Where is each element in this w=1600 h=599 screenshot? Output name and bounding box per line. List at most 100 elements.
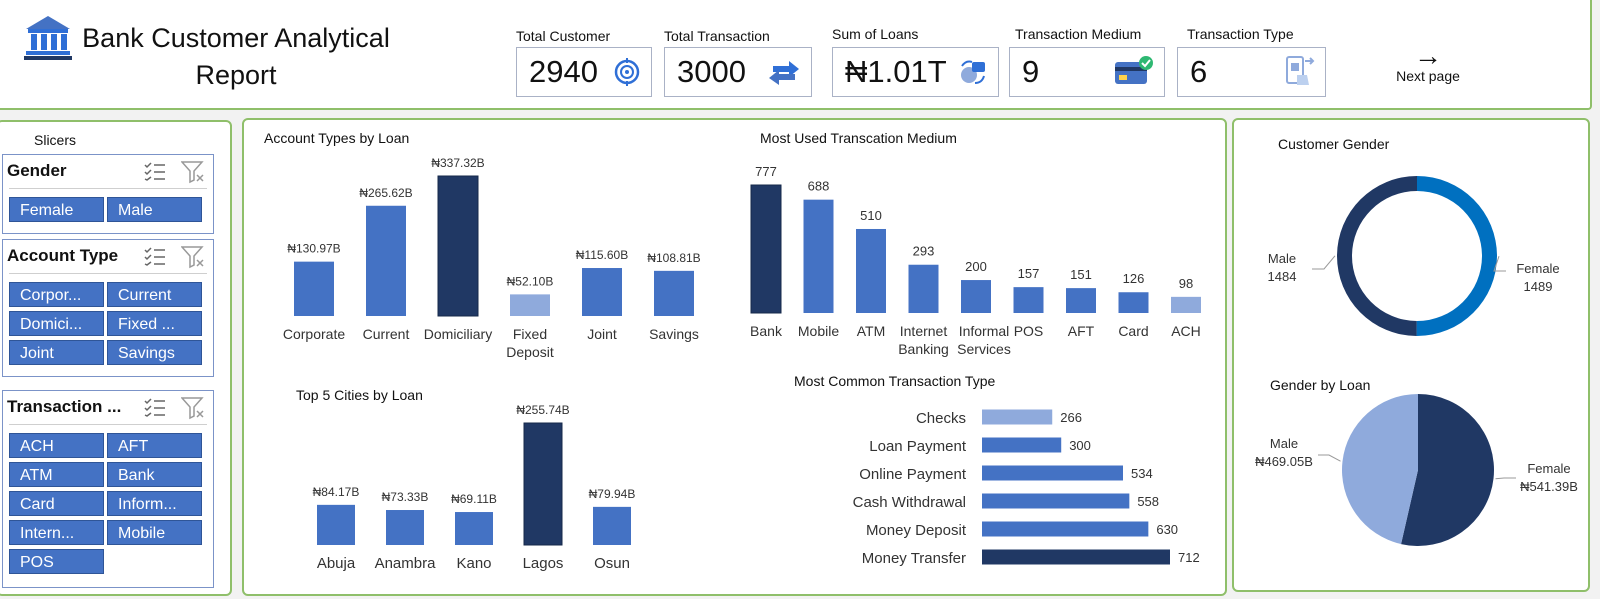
slicer-header: Transaction ...: [7, 391, 207, 425]
slicer-header: Gender: [7, 155, 207, 189]
category-label-transaction-type-loan-payment: Loan Payment: [869, 438, 967, 455]
kpi-card-transaction-type: 6: [1177, 47, 1326, 97]
category-label-transaction-medium-informal-services: Informal: [959, 323, 1010, 339]
slicer-name-gender: Gender: [7, 161, 67, 180]
data-label-top-cities-osun: ₦79.94B: [589, 487, 636, 501]
category-label-transaction-medium-informal-services: Services: [957, 341, 1011, 357]
data-label-account-types-savings: ₦108.81B: [647, 251, 700, 265]
slicer-chip-informal[interactable]: Inform...: [107, 491, 202, 516]
bar-transaction-type-online-payment: [982, 465, 1123, 481]
slicers-title: Slicers: [34, 132, 77, 148]
slicer-chip-bank[interactable]: Bank: [107, 462, 202, 487]
slicer-chip-savings[interactable]: Savings: [107, 340, 202, 365]
data-label-transaction-type-online-payment: 534: [1131, 466, 1153, 481]
data-label-gender-loan-female: ₦541.39B: [1520, 479, 1578, 494]
header-panel: Bank Customer Analytical Report Total Cu…: [0, 0, 1592, 110]
category-label-account-types-fixed-deposit: Deposit: [506, 344, 554, 360]
data-label-account-types-fixed-deposit: ₦52.10B: [507, 274, 554, 288]
credit-card-icon: [1115, 56, 1153, 84]
data-label-top-cities-anambra: ₦73.33B: [382, 490, 429, 504]
slicer-chip-internet[interactable]: Intern...: [9, 520, 104, 545]
bar-transaction-medium-mobile: [803, 199, 834, 313]
bar-account-types-savings: [654, 270, 694, 316]
data-label-transaction-medium-ach: 98: [1179, 276, 1193, 291]
multi-select-icon[interactable]: [143, 246, 167, 266]
chart-title-transaction-type: Most Common Transaction Type: [794, 373, 996, 389]
gender-panel: Customer Gender Gender by Loan Female 148…: [1232, 118, 1590, 592]
bar-top-cities-kano: [455, 512, 493, 545]
bar-transaction-medium-informal-services: [961, 280, 991, 313]
slicer-chip-atm[interactable]: ATM: [9, 462, 104, 487]
bar-top-cities-anambra: [386, 510, 424, 545]
target-icon: [614, 58, 640, 86]
page-title: Bank Customer Analytical Report: [82, 23, 390, 90]
charts-canvas: ₦130.97B Corporate ₦265.62B Current ₦337.32B…: [283, 156, 1201, 572]
clear-filter-icon[interactable]: [181, 160, 207, 184]
bar-top-cities-abuja: [317, 504, 355, 545]
category-label-transaction-medium-card: Card: [1118, 323, 1148, 339]
slicer-chip-ach[interactable]: ACH: [9, 433, 104, 458]
multi-select-icon[interactable]: [143, 161, 167, 181]
right-arrow-icon: →: [1414, 40, 1442, 71]
bar-account-types-current: [366, 205, 406, 316]
leader-line-gender-loan-male: [1318, 454, 1341, 462]
chart-title-customer-gender: Customer Gender: [1278, 136, 1390, 152]
kpi-value-sum-of-loans: ₦1.01T: [845, 54, 947, 89]
slice-gender-loan-male: [1342, 394, 1418, 545]
slicer-header: Account Type: [7, 240, 207, 274]
data-label-transaction-medium-aft: 151: [1070, 267, 1092, 282]
data-label-transaction-medium-atm: 510: [860, 208, 882, 223]
next-page-button[interactable]: → Next page: [1388, 40, 1468, 85]
slicer-chip-mobile[interactable]: Mobile: [107, 520, 202, 545]
transfer-arrows-icon: [769, 61, 799, 85]
slicer-chip-female[interactable]: Female: [9, 197, 104, 222]
multi-select-icon[interactable]: [143, 397, 167, 417]
bar-transaction-medium-bank: [750, 184, 782, 314]
slicer-chip-current[interactable]: Current: [107, 282, 202, 307]
money-exchange-icon: [961, 60, 985, 84]
chart-title-account-types: Account Types by Loan: [264, 130, 410, 146]
leader-line-customer-gender-male: [1312, 255, 1336, 270]
data-label-transaction-medium-bank: 777: [755, 164, 777, 179]
slicer-gender: Gender Female Male: [2, 154, 214, 234]
slicer-chip-corporate[interactable]: Corpor...: [9, 282, 104, 307]
data-label-customer-gender-male: 1484: [1268, 269, 1297, 284]
data-label-transaction-medium-pos: 157: [1018, 266, 1040, 281]
slicer-chip-fixed-deposit[interactable]: Fixed ...: [107, 311, 202, 336]
category-label-account-types-current: Current: [363, 326, 410, 342]
gender-canvas: Female 1489 Male 1484 Female ₦541.39B Male ₦469…: [1255, 176, 1578, 546]
bar-transaction-type-money-transfer: [982, 549, 1170, 565]
data-label-transaction-type-cash-withdrawal: 558: [1137, 494, 1159, 509]
bar-transaction-type-loan-payment: [982, 437, 1062, 453]
leader-line-gender-loan-female: [1495, 477, 1516, 480]
data-label-customer-gender-female: 1489: [1524, 279, 1553, 294]
kpi-value-transaction-medium: 9: [1022, 54, 1040, 89]
kpi-label-transaction-medium: Transaction Medium: [1015, 26, 1142, 42]
category-label-gender-loan-male: Male: [1270, 436, 1298, 451]
slicers-panel: Slicers Gender Female Male Account Type …: [0, 120, 232, 596]
clear-filter-icon[interactable]: [181, 245, 207, 269]
slicer-chip-joint[interactable]: Joint: [9, 340, 104, 365]
category-label-account-types-fixed-deposit: Fixed: [513, 326, 547, 342]
slicer-chip-domiciliary[interactable]: Domici...: [9, 311, 104, 336]
leader-line-customer-gender-female: [1493, 256, 1506, 272]
slicer-chip-pos[interactable]: POS: [9, 549, 104, 574]
bar-top-cities-lagos: [523, 422, 563, 546]
slicer-chip-aft[interactable]: AFT: [107, 433, 202, 458]
category-label-top-cities-osun: Osun: [594, 555, 630, 572]
kpi-value-transaction-type: 6: [1190, 54, 1208, 89]
slice-customer-gender-female: [1416, 176, 1497, 336]
kpi-label-transaction-type: Transaction Type: [1187, 26, 1294, 42]
category-label-transaction-medium-aft: AFT: [1068, 323, 1095, 339]
category-label-transaction-type-checks: Checks: [916, 410, 966, 427]
category-label-account-types-domiciliary: Domiciliary: [424, 326, 492, 342]
slicer-chip-card[interactable]: Card: [9, 491, 104, 516]
kpi-card-transaction-medium: 9: [1009, 47, 1165, 97]
data-label-transaction-type-loan-payment: 300: [1069, 438, 1091, 453]
slicer-account-type: Account Type Corpor... Current Domici...…: [2, 239, 214, 377]
data-label-transaction-type-money-deposit: 630: [1156, 522, 1178, 537]
slicer-chip-male[interactable]: Male: [107, 197, 202, 222]
category-label-transaction-medium-atm: ATM: [857, 323, 886, 339]
clear-filter-icon[interactable]: [181, 396, 207, 420]
slicer-transaction-medium: Transaction ... ACH AFT ATM Bank Card In…: [2, 390, 214, 588]
